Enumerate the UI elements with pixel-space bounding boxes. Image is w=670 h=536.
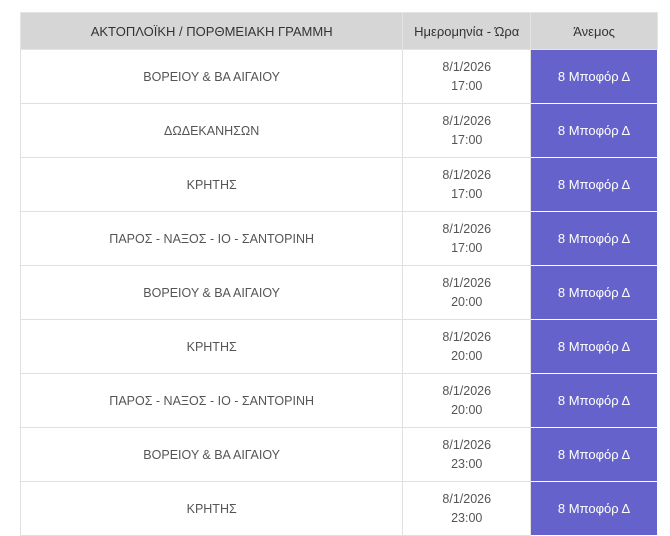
- line-cell: ΒΟΡΕΙΟΥ & ΒΑ ΑΙΓΑΙΟΥ: [19, 265, 404, 320]
- header-datetime: Ημερομηνία - Ώρα: [402, 12, 532, 50]
- datetime-cell: 8/1/2026 20:00: [402, 265, 532, 320]
- table-row: ΒΟΡΕΙΟΥ & ΒΑ ΑΙΓΑΙΟΥ 8/1/2026 17:00 8 Μπο…: [19, 49, 658, 104]
- time: 17:00: [451, 240, 483, 255]
- date: 8/1/2026: [442, 383, 492, 398]
- table-row: ΚΡΗΤΗΣ 8/1/2026 20:00 8 Μποφόρ Δ: [19, 319, 658, 374]
- wind-cell: 8 Μποφόρ Δ: [530, 157, 658, 212]
- datetime-cell: 8/1/2026 17:00: [402, 157, 532, 212]
- time: 17:00: [451, 78, 483, 93]
- header-wind: Άνεμος: [530, 12, 658, 50]
- date: 8/1/2026: [442, 221, 492, 236]
- date: 8/1/2026: [442, 491, 492, 506]
- date: 8/1/2026: [442, 113, 492, 128]
- datetime-cell: 8/1/2026 20:00: [402, 319, 532, 374]
- table-row: ΠΑΡΟΣ - ΝΑΞΟΣ - ΙΟ - ΣΑΝΤΟΡΙΝΗ 8/1/2026 2…: [19, 373, 658, 428]
- line-cell: ΒΟΡΕΙΟΥ & ΒΑ ΑΙΓΑΙΟΥ: [19, 427, 404, 482]
- datetime-cell: 8/1/2026 17:00: [402, 103, 532, 158]
- wind-cell: 8 Μποφόρ Δ: [530, 211, 658, 266]
- date: 8/1/2026: [442, 275, 492, 290]
- line-cell: ΠΑΡΟΣ - ΝΑΞΟΣ - ΙΟ - ΣΑΝΤΟΡΙΝΗ: [19, 211, 404, 266]
- table-row: ΒΟΡΕΙΟΥ & ΒΑ ΑΙΓΑΙΟΥ 8/1/2026 23:00 8 Μπο…: [19, 427, 658, 482]
- datetime-cell: 8/1/2026 23:00: [402, 481, 532, 536]
- line-cell: ΚΡΗΤΗΣ: [19, 481, 404, 536]
- header-line: ΑΚΤΟΠΛΟΪΚΗ / ΠΟΡΘΜΕΙΑΚΗ ΓΡΑΜΜΗ: [19, 12, 404, 50]
- datetime-cell: 8/1/2026 17:00: [402, 211, 532, 266]
- time: 17:00: [451, 186, 483, 201]
- time: 23:00: [451, 456, 483, 471]
- time: 20:00: [451, 348, 483, 363]
- table-row: ΠΑΡΟΣ - ΝΑΞΟΣ - ΙΟ - ΣΑΝΤΟΡΙΝΗ 8/1/2026 1…: [19, 211, 658, 266]
- datetime-cell: 8/1/2026 23:00: [402, 427, 532, 482]
- wind-cell: 8 Μποφόρ Δ: [530, 319, 658, 374]
- time: 23:00: [451, 510, 483, 525]
- time: 20:00: [451, 402, 483, 417]
- table-header-row: ΑΚΤΟΠΛΟΪΚΗ / ΠΟΡΘΜΕΙΑΚΗ ΓΡΑΜΜΗ Ημερομηνί…: [19, 12, 658, 50]
- line-cell: ΚΡΗΤΗΣ: [19, 319, 404, 374]
- line-cell: ΒΟΡΕΙΟΥ & ΒΑ ΑΙΓΑΙΟΥ: [19, 49, 404, 104]
- table-row: ΚΡΗΤΗΣ 8/1/2026 23:00 8 Μποφόρ Δ: [19, 481, 658, 536]
- wind-cell: 8 Μποφόρ Δ: [530, 265, 658, 320]
- wind-cell: 8 Μποφόρ Δ: [530, 427, 658, 482]
- date: 8/1/2026: [442, 59, 492, 74]
- wind-cell: 8 Μποφόρ Δ: [530, 49, 658, 104]
- table-row: ΔΩΔΕΚΑΝΗΣΩΝ 8/1/2026 17:00 8 Μποφόρ Δ: [19, 103, 658, 158]
- datetime-cell: 8/1/2026 20:00: [402, 373, 532, 428]
- date: 8/1/2026: [442, 437, 492, 452]
- line-cell: ΠΑΡΟΣ - ΝΑΞΟΣ - ΙΟ - ΣΑΝΤΟΡΙΝΗ: [19, 373, 404, 428]
- date: 8/1/2026: [442, 329, 492, 344]
- wind-cell: 8 Μποφόρ Δ: [530, 103, 658, 158]
- datetime-cell: 8/1/2026 17:00: [402, 49, 532, 104]
- wind-cell: 8 Μποφόρ Δ: [530, 373, 658, 428]
- wind-cell: 8 Μποφόρ Δ: [530, 481, 658, 536]
- ferry-warnings-table: ΑΚΤΟΠΛΟΪΚΗ / ΠΟΡΘΜΕΙΑΚΗ ΓΡΑΜΜΗ Ημερομηνί…: [19, 12, 658, 536]
- time: 20:00: [451, 294, 483, 309]
- time: 17:00: [451, 132, 483, 147]
- line-cell: ΔΩΔΕΚΑΝΗΣΩΝ: [19, 103, 404, 158]
- table-row: ΒΟΡΕΙΟΥ & ΒΑ ΑΙΓΑΙΟΥ 8/1/2026 20:00 8 Μπο…: [19, 265, 658, 320]
- line-cell: ΚΡΗΤΗΣ: [19, 157, 404, 212]
- date: 8/1/2026: [442, 167, 492, 182]
- table-row: ΚΡΗΤΗΣ 8/1/2026 17:00 8 Μποφόρ Δ: [19, 157, 658, 212]
